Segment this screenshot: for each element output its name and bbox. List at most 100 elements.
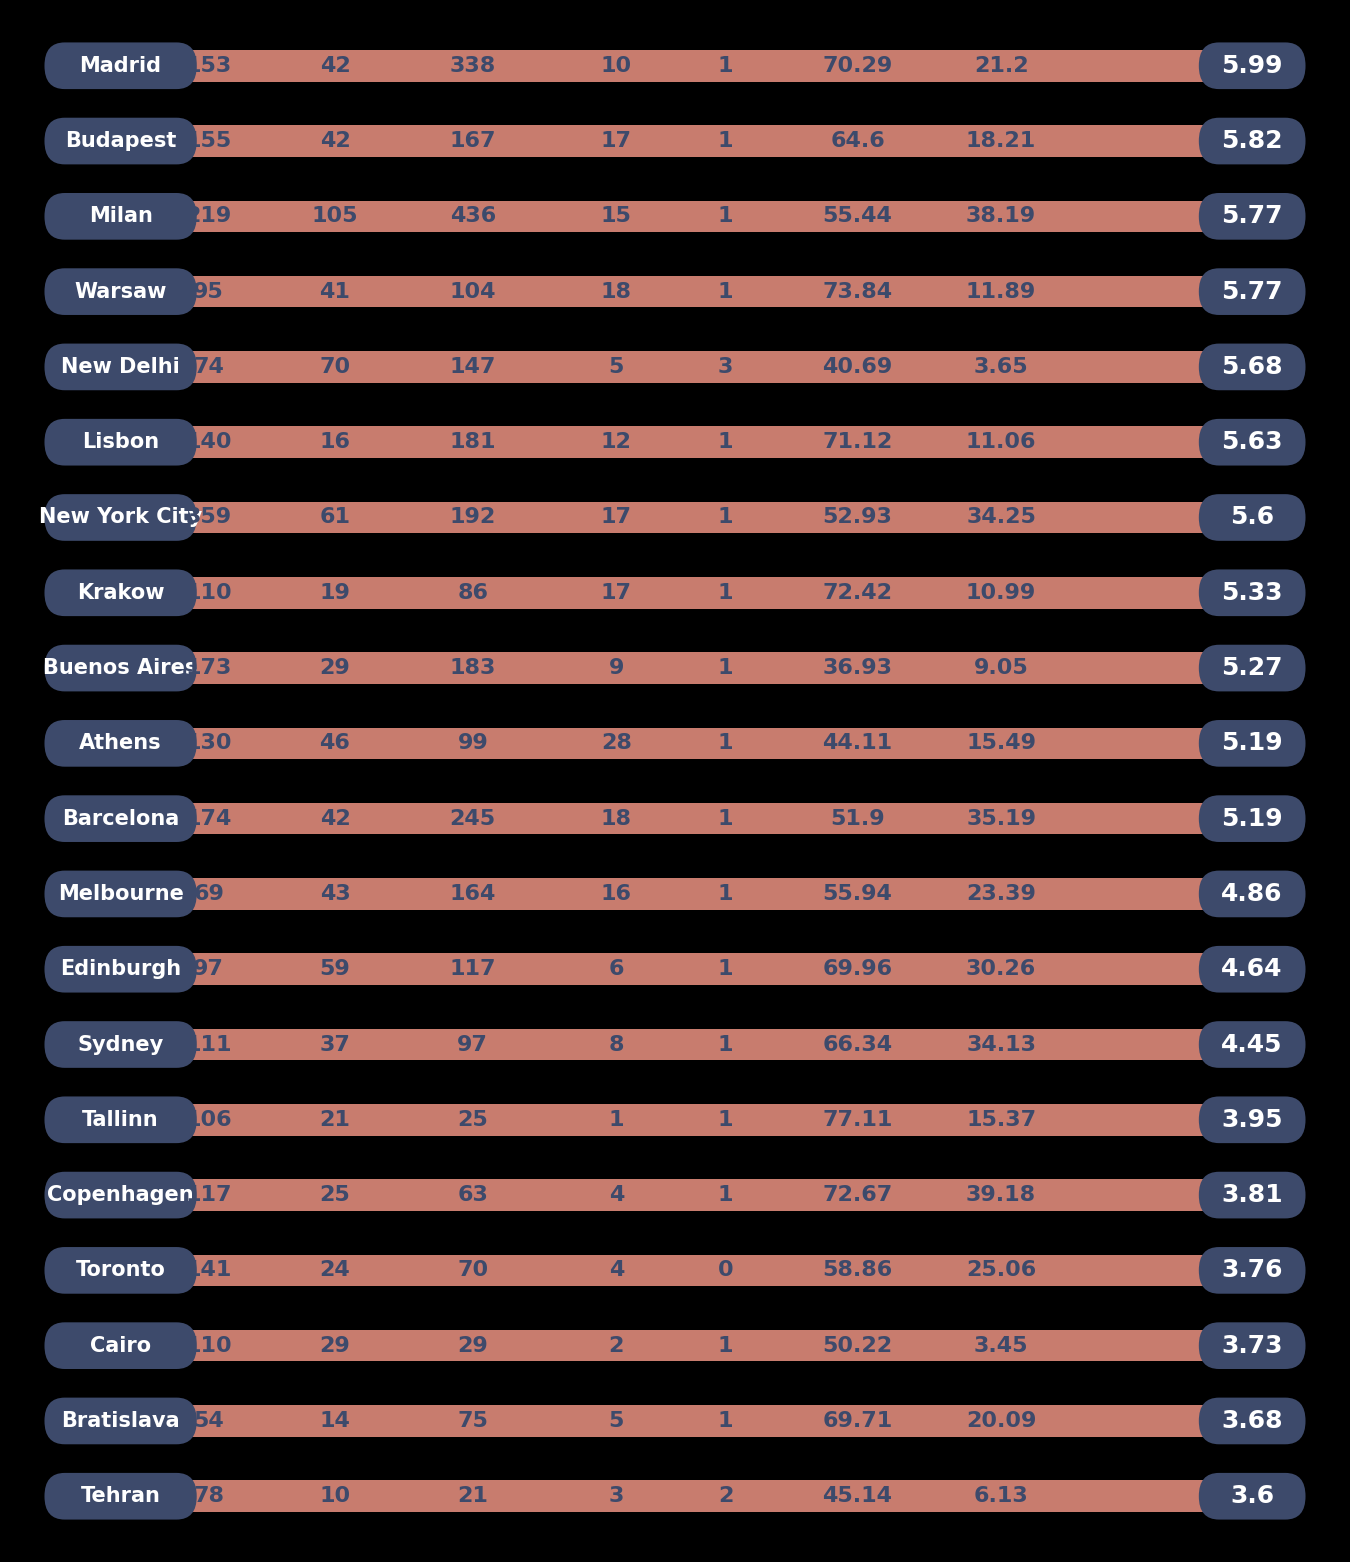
Text: Cairo: Cairo	[90, 1336, 151, 1356]
FancyBboxPatch shape	[1199, 1473, 1305, 1520]
Text: 4.86: 4.86	[1222, 883, 1282, 906]
Bar	[111, 50, 1260, 81]
Text: 183: 183	[450, 658, 495, 678]
Text: 3.95: 3.95	[1222, 1107, 1282, 1132]
Bar	[111, 1406, 1260, 1437]
Text: 51.9: 51.9	[830, 809, 884, 829]
Text: 25: 25	[458, 1109, 489, 1129]
Text: 97: 97	[458, 1034, 489, 1054]
Text: 4: 4	[609, 1186, 624, 1206]
Text: 5.77: 5.77	[1222, 280, 1282, 303]
Text: 436: 436	[450, 206, 495, 226]
Text: 39.18: 39.18	[967, 1186, 1037, 1206]
Text: 63: 63	[458, 1186, 489, 1206]
Bar	[111, 501, 1260, 533]
Text: 73.84: 73.84	[822, 281, 892, 301]
FancyBboxPatch shape	[1199, 194, 1305, 239]
Text: 338: 338	[450, 56, 495, 77]
Text: 140: 140	[185, 433, 232, 453]
Text: 15.37: 15.37	[967, 1109, 1037, 1129]
Text: 3.6: 3.6	[1230, 1484, 1274, 1509]
Text: 1: 1	[718, 884, 733, 904]
Bar	[111, 351, 1260, 383]
FancyBboxPatch shape	[1199, 42, 1305, 89]
Text: 4: 4	[609, 1261, 624, 1281]
Text: 43: 43	[320, 884, 350, 904]
Text: 55.44: 55.44	[822, 206, 892, 226]
Text: 12: 12	[601, 433, 632, 453]
FancyBboxPatch shape	[1199, 870, 1305, 917]
Text: 110: 110	[185, 583, 232, 603]
Text: 106: 106	[185, 1109, 232, 1129]
Text: 105: 105	[312, 206, 358, 226]
FancyBboxPatch shape	[1199, 1323, 1305, 1368]
Text: Toronto: Toronto	[76, 1261, 166, 1281]
Text: 174: 174	[185, 809, 232, 829]
Text: 1: 1	[718, 56, 733, 77]
Bar	[111, 653, 1260, 684]
Text: 5.68: 5.68	[1222, 355, 1282, 380]
FancyBboxPatch shape	[45, 1022, 197, 1068]
FancyBboxPatch shape	[1199, 269, 1305, 316]
Text: 5.63: 5.63	[1222, 430, 1282, 455]
Text: 181: 181	[450, 433, 495, 453]
Text: Krakow: Krakow	[77, 583, 165, 603]
Text: 141: 141	[185, 1261, 232, 1281]
Text: 16: 16	[601, 884, 632, 904]
Text: Bratislava: Bratislava	[61, 1410, 180, 1431]
Text: 21: 21	[320, 1109, 351, 1129]
Text: 9: 9	[609, 658, 624, 678]
FancyBboxPatch shape	[45, 795, 197, 842]
Text: 4.64: 4.64	[1222, 958, 1282, 981]
FancyBboxPatch shape	[45, 1246, 197, 1293]
Text: 5: 5	[609, 356, 624, 376]
Text: 18: 18	[601, 809, 632, 829]
FancyBboxPatch shape	[45, 947, 197, 992]
Text: 29: 29	[320, 1336, 350, 1356]
Text: 153: 153	[185, 56, 232, 77]
Text: 36.93: 36.93	[822, 658, 892, 678]
Text: 11.89: 11.89	[967, 281, 1037, 301]
Text: 5: 5	[609, 1410, 624, 1431]
Text: 1: 1	[718, 1410, 733, 1431]
Text: 3.45: 3.45	[973, 1336, 1029, 1356]
Text: 17: 17	[601, 131, 632, 152]
Text: 10: 10	[601, 56, 632, 77]
Text: 3: 3	[718, 356, 733, 376]
FancyBboxPatch shape	[45, 419, 197, 465]
FancyBboxPatch shape	[45, 42, 197, 89]
Bar	[111, 1029, 1260, 1061]
Text: 111: 111	[185, 1034, 232, 1054]
Text: 110: 110	[185, 1336, 232, 1356]
Text: 42: 42	[320, 809, 350, 829]
Text: Sydney: Sydney	[77, 1034, 163, 1054]
Text: 34.13: 34.13	[967, 1034, 1035, 1054]
FancyBboxPatch shape	[1199, 117, 1305, 164]
Text: 1: 1	[718, 1034, 733, 1054]
Text: 5.19: 5.19	[1222, 731, 1282, 756]
FancyBboxPatch shape	[45, 269, 197, 316]
Bar	[111, 953, 1260, 986]
Text: 1: 1	[718, 583, 733, 603]
Text: 38.19: 38.19	[967, 206, 1037, 226]
Text: 99: 99	[458, 733, 489, 753]
Text: 10: 10	[320, 1485, 351, 1506]
Text: 1: 1	[718, 733, 733, 753]
Text: 29: 29	[320, 658, 350, 678]
Text: 3: 3	[609, 1485, 624, 1506]
Text: 1: 1	[718, 1109, 733, 1129]
Text: 8: 8	[609, 1034, 624, 1054]
Text: 14: 14	[320, 1410, 351, 1431]
Text: 173: 173	[185, 658, 232, 678]
FancyBboxPatch shape	[1199, 645, 1305, 692]
Text: 69: 69	[193, 884, 224, 904]
Text: 25.06: 25.06	[967, 1261, 1037, 1281]
Text: 69.71: 69.71	[822, 1410, 892, 1431]
Text: 245: 245	[450, 809, 495, 829]
Text: 17: 17	[601, 583, 632, 603]
Text: 70: 70	[458, 1261, 489, 1281]
FancyBboxPatch shape	[45, 1323, 197, 1368]
Text: 77.11: 77.11	[822, 1109, 892, 1129]
Text: Milan: Milan	[89, 206, 153, 226]
Bar	[111, 1254, 1260, 1286]
